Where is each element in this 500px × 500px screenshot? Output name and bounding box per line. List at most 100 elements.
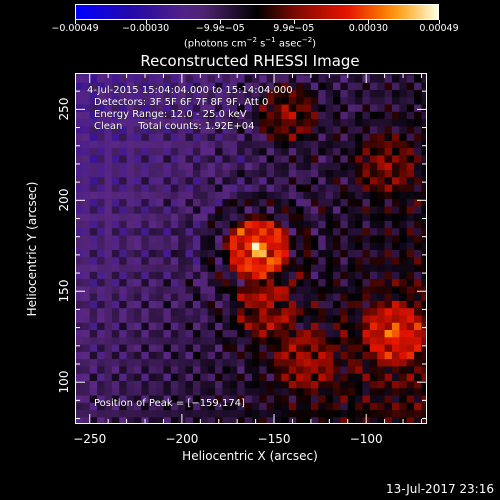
heatmap-pixel bbox=[318, 176, 327, 185]
heatmap-pixel bbox=[333, 285, 341, 294]
heatmap-pixel bbox=[163, 220, 172, 229]
heatmap-pixel bbox=[340, 73, 349, 76]
heatmap-pixel bbox=[244, 293, 253, 301]
heatmap-pixel bbox=[362, 133, 371, 141]
heatmap-pixel bbox=[377, 314, 386, 323]
heatmap-pixel bbox=[281, 256, 290, 265]
heatmap-pixel bbox=[399, 205, 408, 214]
heatmap-pixel bbox=[163, 256, 172, 265]
heatmap-pixel bbox=[414, 329, 423, 338]
heatmap-pixel bbox=[156, 242, 165, 250]
heatmap-pixel bbox=[281, 271, 290, 280]
heatmap-pixel bbox=[207, 133, 216, 141]
heatmap-pixel bbox=[288, 147, 297, 156]
heatmap-pixel bbox=[391, 147, 400, 156]
heatmap-pixel bbox=[229, 336, 238, 345]
heatmap-pixel bbox=[288, 293, 297, 301]
heatmap-pixel bbox=[222, 111, 231, 120]
heatmap-pixel bbox=[97, 140, 106, 149]
heatmap-pixel bbox=[355, 394, 364, 403]
heatmap-pixel bbox=[119, 249, 128, 258]
heatmap-pixel bbox=[126, 314, 135, 323]
heatmap-pixel bbox=[229, 278, 238, 287]
heatmap-pixel bbox=[192, 387, 201, 396]
heatmap-pixel bbox=[178, 133, 187, 141]
heatmap-pixel bbox=[377, 322, 386, 331]
heatmap-pixel bbox=[170, 336, 179, 345]
heatmap-pixel bbox=[259, 263, 268, 272]
heatmap-pixel bbox=[251, 147, 260, 156]
heatmap-pixel bbox=[133, 358, 142, 367]
heatmap-pixel bbox=[377, 220, 386, 229]
heatmap-pixel bbox=[421, 82, 427, 90]
heatmap-pixel bbox=[377, 242, 386, 250]
heatmap-pixel bbox=[340, 402, 349, 411]
heatmap-pixel bbox=[200, 198, 209, 207]
heatmap-pixel bbox=[200, 351, 209, 360]
heatmap-pixel bbox=[222, 103, 231, 112]
heatmap-pixel bbox=[303, 74, 312, 83]
heatmap-pixel bbox=[126, 358, 135, 367]
heatmap-pixel bbox=[178, 111, 187, 120]
heatmap-pixel bbox=[170, 89, 179, 98]
heatmap-pixel bbox=[333, 89, 341, 98]
heatmap-pixel bbox=[237, 162, 246, 170]
heatmap-pixel bbox=[274, 96, 283, 105]
heatmap-pixel bbox=[347, 373, 356, 381]
heatmap-pixel bbox=[192, 118, 201, 127]
heatmap-pixel bbox=[266, 191, 275, 200]
heatmap-pixel bbox=[355, 234, 364, 243]
heatmap-pixel bbox=[333, 249, 341, 258]
heatmap-pixel bbox=[97, 394, 106, 403]
heatmap-pixel bbox=[104, 285, 113, 294]
heatmap-pixel bbox=[75, 162, 83, 170]
heatmap-pixel bbox=[133, 314, 142, 323]
heatmap-pixel bbox=[75, 300, 83, 309]
heatmap-pixel bbox=[288, 387, 297, 396]
heatmap-pixel bbox=[185, 358, 194, 367]
heatmap-pixel bbox=[126, 111, 135, 120]
heatmap-pixel bbox=[237, 133, 246, 141]
heatmap-pixel bbox=[391, 300, 400, 309]
heatmap-pixel bbox=[111, 154, 120, 163]
heatmap-pixel bbox=[244, 242, 253, 250]
heatmap-pixel bbox=[89, 373, 98, 381]
heatmap-pixel bbox=[185, 409, 194, 418]
heatmap-pixel bbox=[133, 351, 142, 360]
heatmap-pixel bbox=[355, 322, 364, 331]
heatmap-pixel bbox=[288, 242, 297, 250]
heatmap-pixel bbox=[192, 300, 201, 309]
heatmap-pixel bbox=[133, 176, 142, 185]
heatmap-pixel bbox=[156, 402, 165, 411]
heatmap-pixel bbox=[222, 147, 231, 156]
heatmap-pixel bbox=[296, 162, 305, 170]
heatmap-pixel bbox=[414, 125, 423, 134]
heatmap-pixel bbox=[399, 285, 408, 294]
heatmap-pixel bbox=[399, 183, 408, 192]
heatmap-pixel bbox=[421, 220, 427, 229]
heatmap-pixel bbox=[192, 191, 201, 200]
heatmap-pixel bbox=[141, 336, 150, 345]
heatmap-pixel bbox=[89, 343, 98, 352]
heatmap-pixel bbox=[414, 74, 423, 83]
heatmap-pixel bbox=[414, 358, 423, 367]
heatmap-pixel bbox=[111, 380, 120, 389]
heatmap-pixel bbox=[89, 205, 98, 214]
heatmap-pixel bbox=[369, 176, 378, 185]
heatmap-pixel bbox=[274, 278, 283, 287]
heatmap-pixel bbox=[310, 358, 319, 367]
heatmap-pixel bbox=[303, 263, 312, 272]
heatmap-pixel bbox=[163, 205, 172, 214]
heatmap-pixel bbox=[89, 147, 98, 156]
heatmap-pixel bbox=[207, 89, 216, 98]
heatmap-pixel bbox=[163, 365, 172, 374]
heatmap-pixel bbox=[251, 162, 260, 170]
heatmap-pixel bbox=[318, 307, 327, 316]
heatmap-pixel bbox=[274, 125, 283, 134]
heatmap-pixel bbox=[399, 365, 408, 374]
heatmap-pixel bbox=[318, 96, 327, 105]
heatmap-pixel bbox=[229, 169, 238, 178]
heatmap-pixel bbox=[362, 307, 371, 316]
heatmap-pixel bbox=[399, 329, 408, 338]
heatmap-pixel bbox=[310, 336, 319, 345]
